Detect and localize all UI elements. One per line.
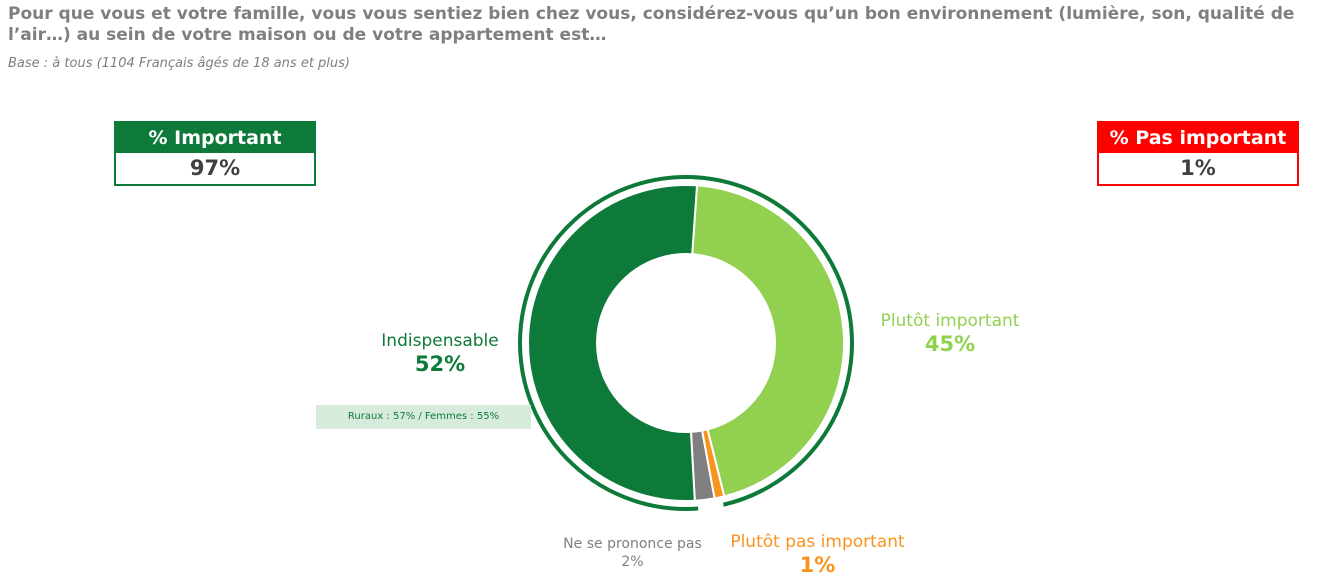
kpi-important-box: % Important 97% bbox=[114, 121, 316, 186]
base-note: Base : à tous (1104 Français âgés de 18 … bbox=[8, 56, 351, 71]
label-nsp-name: Ne se prononce pas bbox=[563, 536, 702, 552]
group-arc-indispensable bbox=[518, 175, 701, 511]
kpi-pas-important-box: % Pas important 1% bbox=[1097, 121, 1299, 186]
kpi-pas-important-value: 1% bbox=[1099, 153, 1297, 184]
label-indispensable-name: Indispensable bbox=[381, 331, 499, 351]
label-indispensable: Indispensable 52% bbox=[355, 330, 525, 376]
label-plutot-pas-important: Plutôt pas important 1% bbox=[715, 531, 920, 577]
kpi-important-label: % Important bbox=[116, 123, 314, 153]
group-arc-plutot-important bbox=[694, 175, 854, 507]
label-nsp-value: 2% bbox=[621, 554, 644, 570]
label-plutot-important-value: 45% bbox=[924, 332, 976, 356]
kpi-pas-important-label: % Pas important bbox=[1099, 123, 1297, 153]
label-plutot-important: Plutôt important 45% bbox=[860, 310, 1040, 356]
label-plutot-important-name: Plutôt important bbox=[880, 311, 1020, 331]
label-indispensable-value: 52% bbox=[414, 352, 466, 376]
donut-slice-plut-t-important bbox=[691, 184, 845, 498]
label-plutot-pas-important-name: Plutôt pas important bbox=[730, 532, 905, 552]
chart-title: Pour que vous et votre famille, vous vou… bbox=[8, 4, 1295, 45]
label-ne-se-prononce-pas: Ne se prononce pas 2% bbox=[555, 535, 710, 571]
donut-slice-indispensable bbox=[527, 184, 699, 502]
subgroup-note: Ruraux : 57% / Femmes : 55% bbox=[316, 405, 531, 429]
kpi-important-value: 97% bbox=[116, 153, 314, 184]
label-plutot-pas-important-value: 1% bbox=[799, 553, 836, 577]
